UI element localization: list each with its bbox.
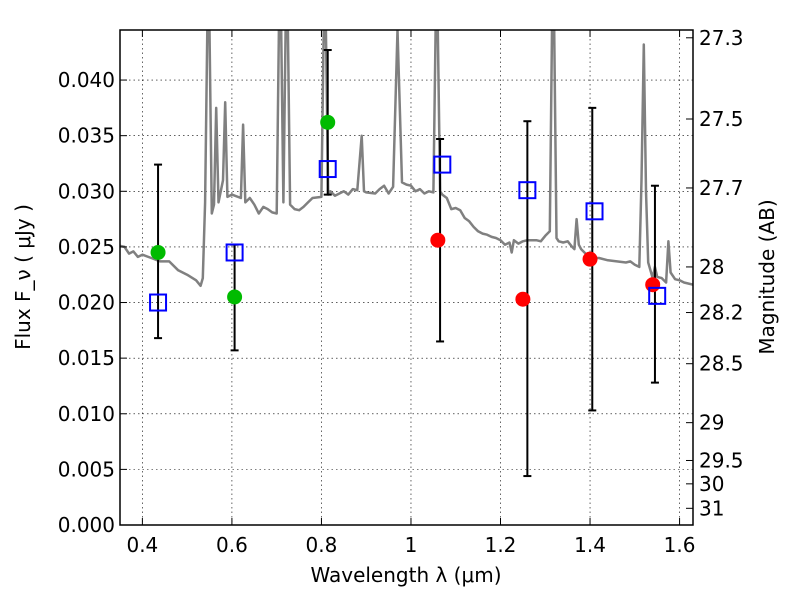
- observed-flux-point: [150, 244, 166, 260]
- y2-tick-label: 27.7: [699, 176, 744, 200]
- plot-frame: [119, 29, 694, 526]
- y-tick-label: 0.030: [58, 179, 115, 203]
- y-tick-label: 0.025: [58, 235, 115, 259]
- observed-flux-point: [582, 251, 598, 267]
- axes: 0.4 0.6 0.8 1 1.2 1.4 1.6 0.000 0.005 0.010 0.015 0…: [58, 26, 744, 557]
- model-flux-square: [225, 243, 244, 262]
- y2-tick-label: 29.5: [699, 448, 744, 472]
- x-axis-label: Wavelength λ (μm): [310, 563, 501, 587]
- observed-flux-point: [515, 291, 531, 307]
- x-tick-label: 0.8: [306, 533, 338, 557]
- observed-flux-point: [320, 114, 336, 130]
- y2-axis-label: Magnitude (AB): [755, 199, 779, 354]
- y-tick-label: 0.010: [58, 402, 115, 426]
- plot-area: [120, 30, 693, 478]
- model-flux-square: [318, 160, 337, 179]
- x-tick-label: 1.6: [664, 533, 696, 557]
- y2-tick-label: 27.5: [699, 107, 744, 131]
- y2-tick-label: 30: [699, 472, 724, 496]
- y-tick-label: 0.040: [58, 68, 115, 92]
- observed-flux-point: [227, 289, 243, 305]
- y2-tick-label: 28.2: [699, 301, 744, 325]
- y2-tick-label: 28.5: [699, 352, 744, 376]
- model-flux-square: [648, 286, 667, 305]
- y2-tick-label: 31: [699, 496, 724, 520]
- y2-tick-label: 28: [699, 255, 724, 279]
- y-tick-label: 0.000: [58, 513, 115, 537]
- x-tick-label: 0.6: [216, 533, 248, 557]
- y-axis-label: Flux F_ν ( μJy ): [11, 204, 35, 350]
- observed-flux-point: [430, 232, 446, 248]
- observed-flux-point: [645, 277, 661, 293]
- y-tick-label: 0.005: [58, 457, 115, 481]
- x-tick-label: 1.4: [574, 533, 606, 557]
- y2-tick-label: 29: [699, 411, 724, 435]
- x-tick-label: 1: [405, 533, 418, 557]
- x-tick-label: 0.4: [126, 533, 158, 557]
- y-tick-label: 0.035: [58, 124, 115, 148]
- x-tick-label: 1.2: [485, 533, 517, 557]
- model-flux-square: [585, 202, 604, 221]
- model-flux-square: [149, 293, 168, 312]
- model-flux-square: [433, 155, 452, 174]
- y-tick-label: 0.020: [58, 291, 115, 315]
- y2-tick-label: 27.3: [699, 26, 744, 50]
- model-flux-square: [518, 181, 537, 200]
- y-tick-label: 0.015: [58, 346, 115, 370]
